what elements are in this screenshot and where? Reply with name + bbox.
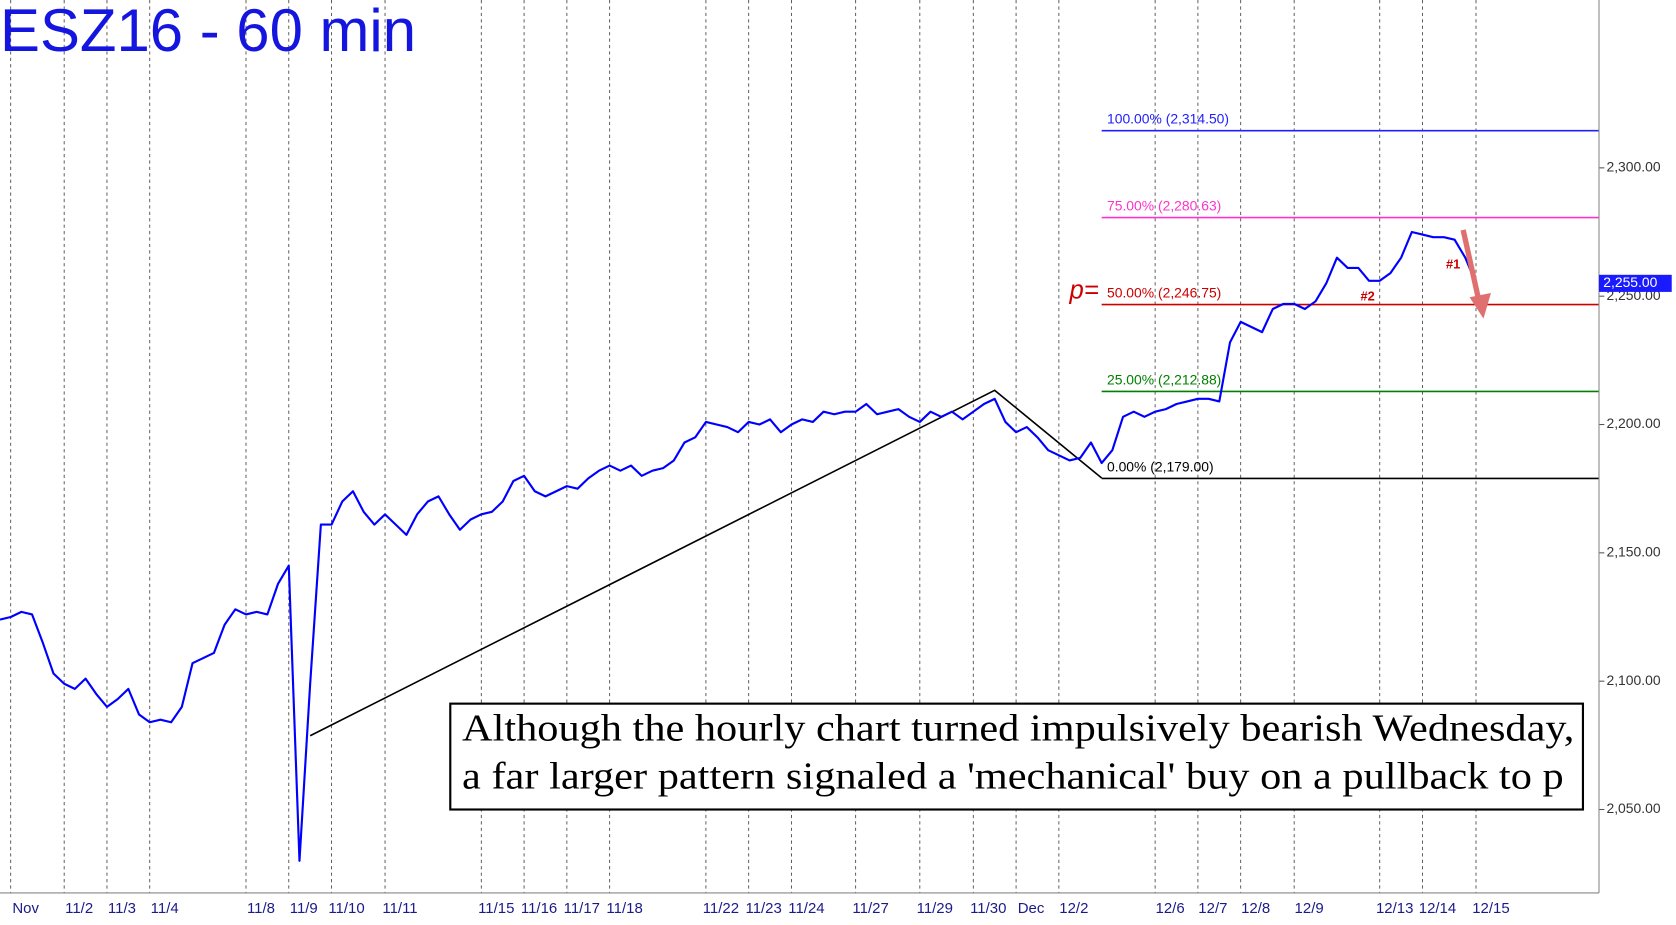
- price-line: [0, 230, 1477, 862]
- fib-label: 100.00% (2,314.50): [1107, 111, 1229, 127]
- x-tick-label: 12/6: [1156, 900, 1185, 917]
- fib-label: 0.00% (2,179.00): [1107, 458, 1214, 474]
- x-tick-label: 11/29: [917, 900, 953, 917]
- x-tick-label: 12/9: [1295, 900, 1324, 917]
- plot-layer: 2,255.00: [0, 230, 1672, 862]
- x-tick-label: 11/16: [521, 900, 557, 917]
- x-tick-label: 12/15: [1472, 900, 1509, 917]
- arrow-head: [1469, 293, 1491, 319]
- fib-label: 75.00% (2,280.63): [1107, 198, 1221, 214]
- x-tick-label: 12/13: [1376, 900, 1413, 917]
- chart-title: ESZ16 - 60 min: [0, 0, 416, 64]
- fib-label: 25.00% (2,212.88): [1107, 371, 1221, 387]
- x-tick-label: 11/23: [745, 900, 781, 917]
- x-tick-label: 12/14: [1419, 900, 1456, 917]
- x-tick-label: Nov: [12, 900, 39, 917]
- y-tick-label: 2,300.00: [1606, 159, 1660, 175]
- x-tick-label: Dec: [1018, 900, 1045, 917]
- marker-label: #1: [1446, 257, 1460, 272]
- x-tick-label: 11/11: [382, 900, 417, 917]
- arrow-shaft: [1460, 229, 1481, 298]
- grid-layer: 2,050.002,100.002,150.002,200.002,250.00…: [10, 0, 1661, 917]
- y-tick-label: 2,150.00: [1606, 544, 1660, 560]
- x-tick-label: 11/4: [151, 900, 179, 917]
- x-tick-label: 11/22: [703, 900, 739, 917]
- x-tick-label: 11/9: [290, 900, 318, 917]
- x-tick-label: 11/10: [328, 900, 364, 917]
- p-annotation: p=: [1069, 277, 1099, 305]
- text-box: [449, 702, 1585, 811]
- x-tick-label: 11/15: [478, 900, 514, 917]
- x-tick-label: 12/8: [1241, 900, 1270, 917]
- x-tick-label: 11/27: [852, 900, 888, 917]
- marker-label: #2: [1360, 289, 1374, 304]
- x-tick-label: 11/30: [970, 900, 1006, 917]
- x-tick-label: 11/3: [108, 900, 136, 917]
- x-tick-label: 11/2: [65, 900, 93, 917]
- last-price-label: 2,255.00: [1603, 274, 1657, 290]
- x-tick-label: 12/7: [1198, 900, 1227, 917]
- text-box-line: Although the hourly chart turned impulsi…: [462, 707, 1574, 749]
- x-tick-label: 11/24: [788, 900, 824, 917]
- x-tick-label: 11/8: [247, 900, 275, 917]
- y-tick-label: 2,200.00: [1606, 415, 1660, 431]
- x-tick-label: 11/18: [606, 900, 642, 917]
- last-price-box: [1598, 274, 1672, 292]
- text-box-line: a far larger pattern signaled a 'mechani…: [462, 755, 1564, 797]
- trendline: [309, 389, 1103, 737]
- x-tick-label: 11/17: [564, 900, 600, 917]
- y-tick-label: 2,100.00: [1606, 672, 1660, 688]
- x-tick-label: 12/2: [1059, 900, 1088, 917]
- fib-label: 50.00% (2,246.75): [1107, 285, 1221, 301]
- y-tick-label: 2,050.00: [1606, 800, 1660, 816]
